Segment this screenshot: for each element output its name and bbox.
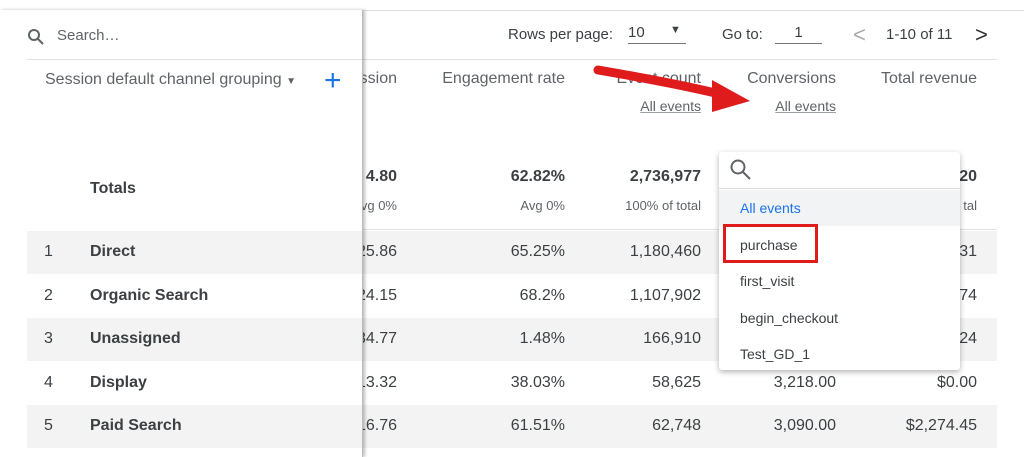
total-sub: vg 0% bbox=[360, 198, 397, 213]
cell: $2,274.45 bbox=[905, 417, 977, 434]
cell: 68.2% bbox=[519, 286, 565, 304]
row-shade bbox=[362, 405, 997, 448]
highlight-box bbox=[723, 224, 818, 263]
column-header[interactable]: Total revenue bbox=[880, 70, 977, 87]
column-header[interactable]: Engagement rate bbox=[442, 70, 565, 87]
total-sub: Avg 0% bbox=[520, 198, 565, 213]
cell: 166,910 bbox=[643, 330, 701, 347]
dropdown-item[interactable]: first_visit bbox=[740, 273, 795, 289]
rows-select[interactable]: 10 ▼ bbox=[628, 24, 686, 44]
dropdown-item[interactable]: begin_checkout bbox=[740, 309, 839, 326]
totals-label: Totals bbox=[90, 180, 136, 197]
cell: 61.51% bbox=[510, 417, 565, 434]
total-value: 2,736,977 bbox=[629, 168, 701, 185]
row-name[interactable]: Organic Search bbox=[90, 286, 209, 304]
cell: 74 bbox=[959, 286, 977, 304]
cell: 62,748 bbox=[652, 417, 701, 434]
total-value: 20 bbox=[959, 168, 977, 185]
add-dimension[interactable]: + bbox=[324, 64, 342, 97]
metric-selector[interactable]: All events bbox=[640, 98, 701, 114]
dropdown-item[interactable]: purchase bbox=[740, 236, 798, 253]
row-name[interactable]: Direct bbox=[90, 243, 136, 260]
dropdown-divider bbox=[719, 188, 960, 189]
cell: 38.03% bbox=[510, 373, 565, 391]
dropdown-item[interactable]: All events bbox=[740, 200, 801, 216]
column-header[interactable]: ssion bbox=[359, 70, 397, 87]
prev-page[interactable]: < bbox=[853, 22, 866, 47]
cell: 1,180,460 bbox=[629, 243, 701, 260]
rows-value: 10 bbox=[628, 24, 645, 41]
row-index: 1 bbox=[44, 243, 53, 260]
cell: 31 bbox=[959, 243, 977, 260]
dropdown-search-icon bbox=[730, 159, 751, 180]
row-shade bbox=[27, 318, 362, 361]
cell: 13.32 bbox=[356, 373, 397, 391]
metric-selector[interactable]: All events bbox=[775, 98, 836, 114]
cell: 25.86 bbox=[356, 243, 397, 260]
search-divider bbox=[27, 59, 362, 60]
dropdown-item[interactable]: Test_GD_1 bbox=[740, 346, 811, 362]
dimension-header[interactable]: Session default channel grouping ▼ bbox=[45, 71, 296, 88]
page-range: 1-10 of 11 bbox=[886, 26, 953, 43]
cell: 1,107,902 bbox=[629, 286, 701, 304]
row-shade bbox=[27, 405, 362, 448]
goto-label: Go to: bbox=[722, 26, 763, 43]
toolbar-divider bbox=[362, 59, 997, 60]
dimension-label: Session default channel grouping bbox=[45, 71, 282, 88]
cell: $0.00 bbox=[936, 373, 977, 391]
total-sub: 100% of total bbox=[625, 198, 701, 213]
event-dropdown: All events purchase first_visit begin_check… bbox=[719, 152, 960, 370]
header-divider bbox=[27, 229, 997, 230]
caret: ▼ bbox=[670, 24, 681, 36]
dimension-panel: Search… Session default channel grouping… bbox=[0, 10, 363, 457]
row-name[interactable]: Unassigned bbox=[90, 330, 181, 347]
row-name[interactable]: Display bbox=[90, 373, 147, 391]
top-border bbox=[0, 10, 1024, 11]
total-sub: tal bbox=[963, 198, 977, 213]
cell: 3,218.00 bbox=[773, 373, 836, 391]
item-highlight bbox=[719, 190, 960, 226]
cell: 24.15 bbox=[356, 286, 397, 304]
row-index: 4 bbox=[44, 373, 53, 391]
row-index: 3 bbox=[44, 330, 53, 347]
search-input[interactable]: Search… bbox=[57, 27, 120, 44]
red-arrow-shaft bbox=[593, 65, 733, 101]
goto-input[interactable]: 1 bbox=[775, 24, 822, 44]
row-index: 2 bbox=[44, 286, 53, 304]
cell: 1.48% bbox=[519, 330, 565, 347]
cell: 58,625 bbox=[652, 373, 701, 391]
cell: 24 bbox=[959, 330, 977, 347]
cell: 34.77 bbox=[356, 330, 397, 347]
row-name[interactable]: Paid Search bbox=[90, 417, 182, 434]
column-header[interactable]: Conversions bbox=[747, 70, 836, 87]
cell: 3,090.00 bbox=[773, 417, 836, 434]
red-arrow-head bbox=[712, 80, 750, 112]
cell: 16.76 bbox=[356, 417, 397, 434]
cell: 65.25% bbox=[510, 243, 565, 260]
row-shade bbox=[27, 231, 362, 274]
row-index: 5 bbox=[44, 417, 53, 434]
search-icon bbox=[28, 29, 44, 45]
total-value: 62.82% bbox=[510, 168, 565, 185]
next-page[interactable]: > bbox=[975, 22, 988, 47]
rows-label: Rows per page: bbox=[508, 26, 614, 43]
total-value: 4.80 bbox=[365, 168, 397, 185]
